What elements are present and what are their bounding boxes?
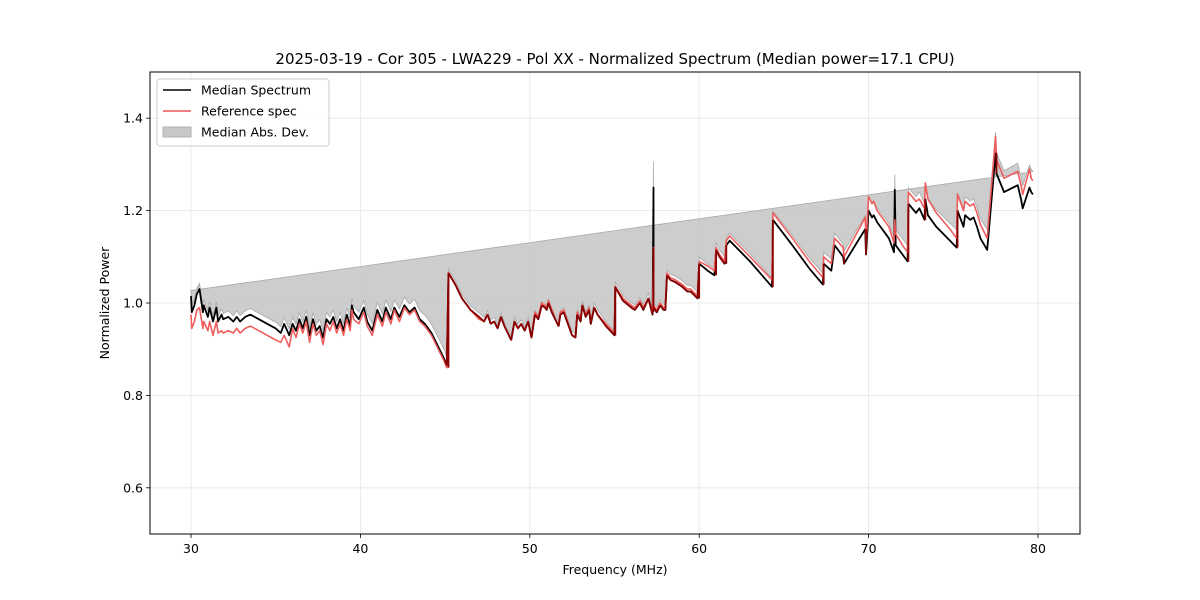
y-tick-label: 0.8 bbox=[123, 388, 143, 403]
x-tick-label: 50 bbox=[522, 541, 538, 556]
x-tick-label: 60 bbox=[691, 541, 707, 556]
legend-mad-label: Median Abs. Dev. bbox=[201, 125, 309, 140]
legend: Median Spectrum Reference spec Median Ab… bbox=[156, 78, 330, 147]
legend-frame bbox=[156, 78, 330, 147]
y-axis-label: Normalized Power bbox=[97, 246, 112, 360]
chart-title: 2025-03-19 - Cor 305 - LWA229 - Pol XX -… bbox=[275, 50, 954, 68]
y-tick-label: 0.6 bbox=[123, 480, 143, 495]
x-axis-label: Frequency (MHz) bbox=[562, 562, 667, 577]
x-axis: 30 40 50 60 70 80 bbox=[183, 534, 1046, 556]
x-tick-label: 70 bbox=[861, 541, 877, 556]
legend-reference-label: Reference spec bbox=[201, 104, 297, 119]
x-tick-label: 80 bbox=[1030, 541, 1046, 556]
y-axis: 0.6 0.8 1.0 1.2 1.4 bbox=[123, 111, 150, 495]
y-tick-label: 1.0 bbox=[123, 296, 143, 311]
y-tick-label: 1.4 bbox=[123, 111, 143, 126]
legend-median-label: Median Spectrum bbox=[201, 83, 311, 98]
series-lines bbox=[190, 135, 1034, 369]
x-tick-label: 40 bbox=[352, 541, 368, 556]
x-tick-label: 30 bbox=[183, 541, 199, 556]
legend-mad-swatch bbox=[162, 126, 192, 138]
y-tick-label: 1.2 bbox=[123, 203, 143, 218]
